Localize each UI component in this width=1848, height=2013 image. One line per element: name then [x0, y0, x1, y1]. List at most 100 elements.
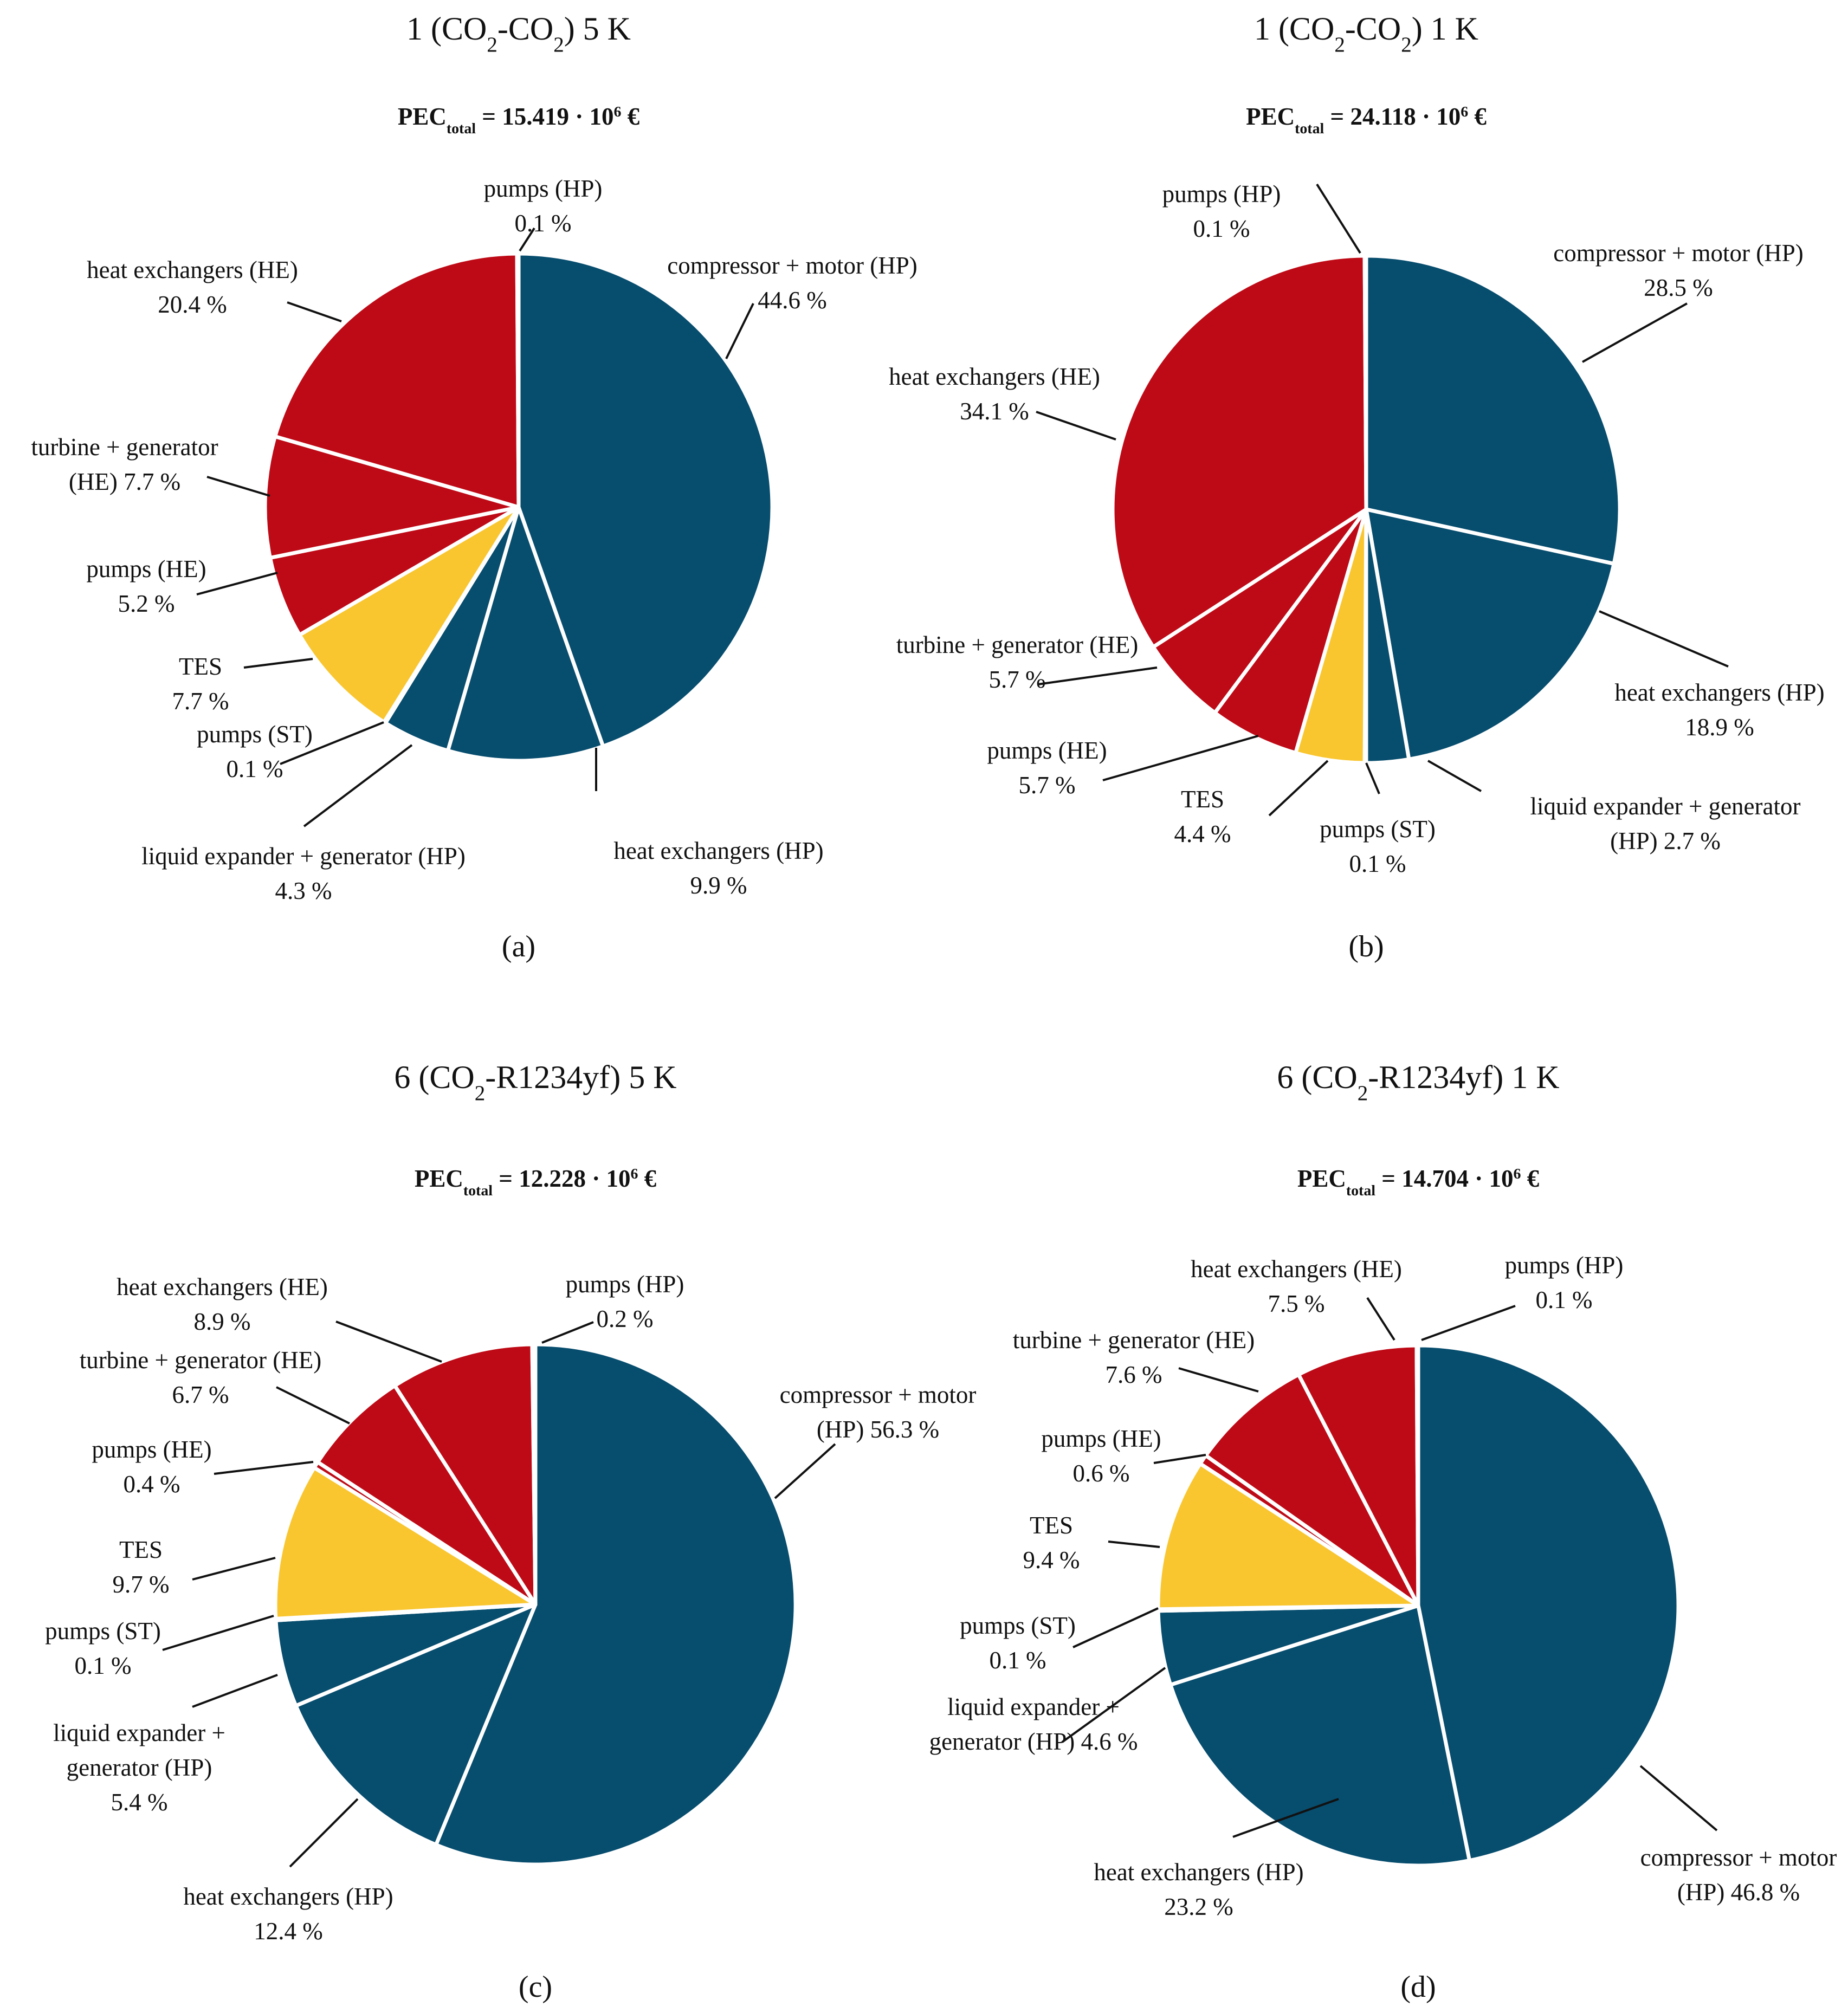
slice-label: TES 4.4 % — [1174, 786, 1231, 847]
leader-line — [162, 1615, 274, 1651]
pie-slice-pumps-hp — [515, 251, 521, 509]
pie-slice-compressor-motor-hp — [516, 251, 774, 748]
leader-line — [1072, 1607, 1159, 1648]
pie-panel-b: 1 (CO2-CO2) 1 K PECtotal = 24.118 · 106 €… — [889, 11, 1825, 963]
leader-line — [1316, 183, 1361, 254]
pie-slice-heat-exchangers-he — [1110, 254, 1368, 649]
slice-label: pumps (HE) 0.6 % — [1041, 1425, 1161, 1487]
leader-line — [725, 303, 754, 359]
slice-label: pumps (HE) 5.7 % — [987, 737, 1107, 799]
pie-panel-d: 6 (CO2-R1234yf) 1 K PECtotal = 14.704 · 1… — [929, 1059, 1837, 2004]
leader-line — [303, 744, 413, 827]
leader-line — [1178, 1367, 1259, 1393]
panel-label: (b) — [1348, 930, 1384, 963]
slice-label: heat exchangers (HP) 12.4 % — [183, 1883, 393, 1945]
leader-line — [335, 1321, 442, 1363]
slice-label: pumps (ST) 0.1 % — [197, 721, 313, 782]
pie-slice-heat-exchangers-he — [392, 1342, 538, 1607]
slice-label: turbine + generator (HE) 7.7 % — [31, 433, 218, 495]
slice-label: pumps (HP) 0.2 % — [566, 1271, 684, 1332]
leader-line — [287, 301, 342, 322]
leader-line — [1232, 1798, 1339, 1838]
slice-label: heat exchangers (HE) 8.9 % — [117, 1273, 328, 1335]
leader-line — [1427, 760, 1482, 792]
pie-slice-compressor-motor-hp — [1364, 254, 1622, 566]
pec-total: PECtotal = 12.228 · 106 € — [415, 1165, 656, 1199]
leader-line — [1108, 1541, 1160, 1548]
slice-label: TES 7.7 % — [172, 653, 229, 715]
pie-slice-tes — [298, 505, 521, 724]
leader-line — [519, 227, 535, 252]
panel-label: (a) — [502, 930, 535, 963]
pie-panel-a: 1 (CO2-CO2) 5 K PECtotal = 15.419 · 106 €… — [31, 11, 917, 963]
pie-slice-heat-exchangers-hp — [445, 505, 605, 763]
leader-line — [192, 1557, 276, 1581]
slice-label: liquid expander + generator (HP) 2.7 % — [1530, 793, 1801, 855]
slice-label: compressor + motor (HP) 56.3 % — [780, 1381, 977, 1443]
slice-label: pumps (ST) 0.1 % — [960, 1612, 1076, 1674]
chart-title: 1 (CO2-CO2) 1 K — [1254, 11, 1478, 56]
chart-title: 1 (CO2-CO2) 5 K — [406, 11, 631, 56]
pec-total: PECtotal = 24.118 · 106 € — [1246, 103, 1487, 137]
pie-slice-tes — [1156, 1461, 1420, 1611]
leader-line — [1366, 1297, 1395, 1341]
pec-total: PECtotal = 14.704 · 106 € — [1297, 1165, 1539, 1199]
leader-line — [1061, 1667, 1166, 1743]
leader-line — [1036, 411, 1116, 441]
leader-line — [1037, 666, 1158, 685]
pie-slice-pumps-hp — [1414, 1343, 1420, 1608]
leader-line — [276, 1386, 350, 1425]
slice-label: pumps (HP) 0.1 % — [484, 175, 603, 237]
slice-label: pumps (HP) 0.1 % — [1162, 180, 1281, 242]
slice-label: compressor + motor (HP) 28.5 % — [1553, 240, 1804, 301]
leader-line — [206, 476, 270, 497]
slice-label: turbine + generator (HE) 7.6 % — [1013, 1326, 1255, 1388]
leader-line — [280, 721, 384, 765]
slice-label: liquid expander + generator (HP) 5.4 % — [53, 1719, 225, 1816]
leader-line — [774, 1443, 836, 1499]
pie-slice-heat-exchangers-he — [1296, 1343, 1420, 1608]
leader-line — [1639, 1765, 1718, 1831]
leader-line — [289, 1798, 359, 1868]
slice-label: TES 9.7 % — [113, 1536, 170, 1598]
slice-label: compressor + motor (HP) 44.6 % — [667, 252, 917, 314]
pie-slice-turbine-generator-he — [263, 434, 521, 560]
pie-slice-turbine-generator-he — [315, 1383, 538, 1607]
slice-label: turbine + generator (HE) 6.7 % — [80, 1347, 321, 1408]
slice-label: compressor + motor (HP) 46.8 % — [1640, 1844, 1837, 1906]
leader-line — [541, 1321, 594, 1344]
slice-label: pumps (ST) 0.1 % — [45, 1617, 161, 1679]
slice-label: pumps (HP) 0.1 % — [1505, 1252, 1624, 1313]
slice-label: heat exchangers (HE) 7.5 % — [1191, 1255, 1402, 1317]
chart-title: 6 (CO2-R1234yf) 5 K — [394, 1059, 676, 1105]
slice-label: turbine + generator (HE) 5.7 % — [896, 631, 1138, 693]
chart-title: 6 (CO2-R1234yf) 1 K — [1277, 1059, 1559, 1105]
slice-label: heat exchangers (HP) 9.9 % — [613, 837, 823, 899]
pie-slice-tes — [273, 1466, 538, 1621]
slice-label: liquid expander + generator (HP) 4.6 % — [929, 1693, 1138, 1755]
slice-label: pumps (ST) 0.1 % — [1320, 815, 1436, 877]
leader-line — [214, 1461, 314, 1475]
pie-slice-pumps-hp — [530, 1342, 538, 1607]
pie-slice-compressor-motor-hp — [1416, 1343, 1681, 1863]
slice-label: TES 9.4 % — [1023, 1512, 1080, 1574]
leader-line — [243, 658, 313, 669]
pie-slice-heat-exchangers-he — [273, 251, 521, 509]
pie-slice-heat-exchangers-hp — [294, 1602, 538, 1847]
pec-total: PECtotal = 15.419 · 106 € — [398, 103, 639, 137]
leader-line — [196, 572, 278, 596]
leader-line — [1102, 735, 1259, 781]
panel-label: (c) — [519, 1970, 552, 2004]
pie-slice-compressor-motor-hp — [434, 1342, 798, 1867]
slice-label: heat exchangers (HP) 18.9 % — [1614, 679, 1824, 741]
leader-line — [1582, 302, 1688, 363]
leader-line — [1268, 760, 1329, 817]
leader-line — [192, 1674, 278, 1708]
leader-line — [1365, 762, 1380, 794]
slice-label: heat exchangers (HE) 20.4 % — [87, 256, 298, 318]
slice-label: heat exchangers (HP) 23.2 % — [1094, 1859, 1303, 1920]
panel-label: (d) — [1400, 1970, 1436, 2004]
slice-label: liquid expander + generator (HP) 4.3 % — [141, 843, 466, 904]
slice-label: pumps (HE) 0.4 % — [92, 1436, 211, 1498]
